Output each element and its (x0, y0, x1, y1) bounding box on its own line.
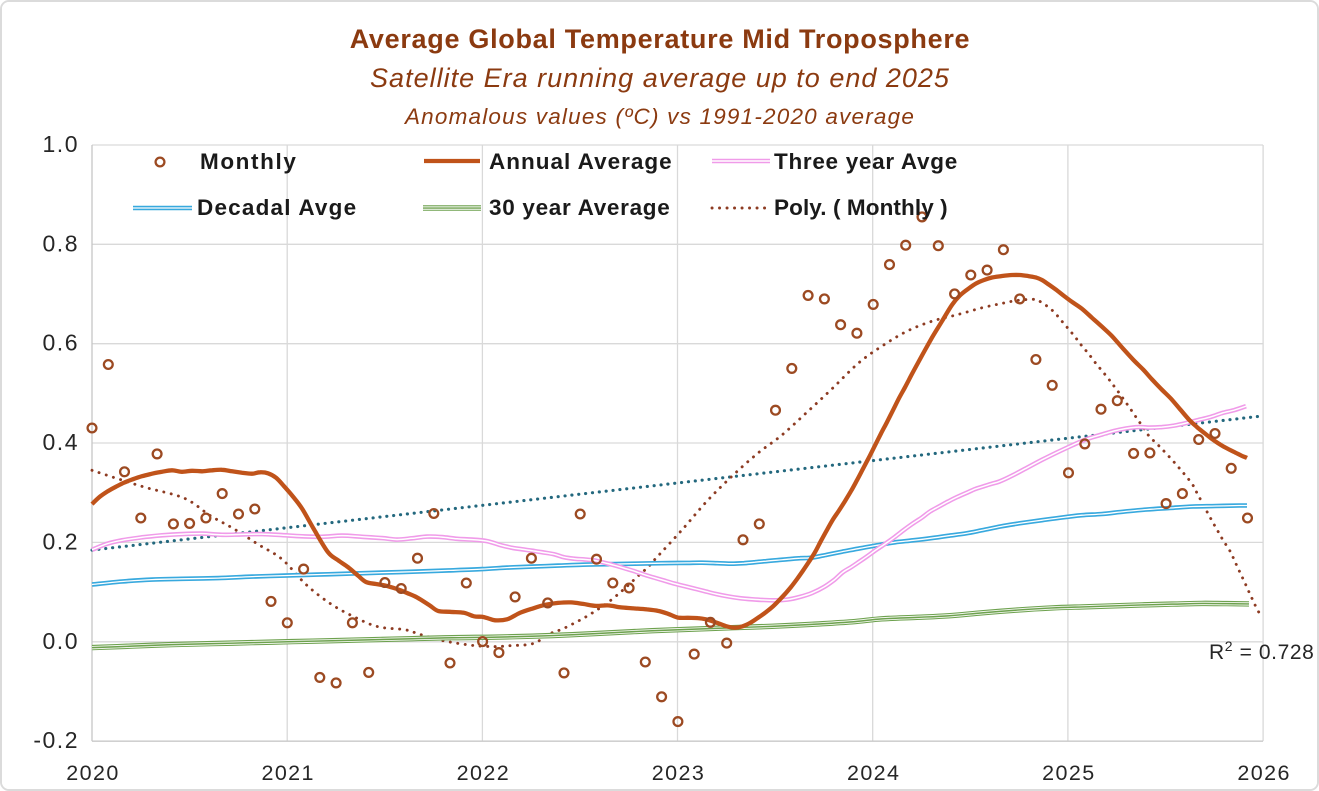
svg-text:1.0: 1.0 (43, 131, 79, 157)
svg-text:0.8: 0.8 (43, 230, 79, 256)
svg-text:Anomalous values (ºC) vs 1991-: Anomalous values (ºC) vs 1991-2020 avera… (403, 104, 915, 129)
svg-text:-0.2: -0.2 (33, 727, 79, 753)
svg-text:Poly. ( Monthly ): Poly. ( Monthly ) (774, 195, 948, 220)
svg-text:2025: 2025 (1042, 761, 1095, 785)
svg-text:2024: 2024 (847, 761, 900, 785)
svg-text:0.0: 0.0 (43, 628, 79, 654)
svg-text:30 year Average: 30 year Average (489, 195, 670, 220)
svg-text:2022: 2022 (457, 761, 510, 785)
svg-text:0.6: 0.6 (43, 330, 79, 356)
svg-text:0.4: 0.4 (43, 429, 79, 455)
svg-text:2026: 2026 (1237, 761, 1290, 785)
svg-text:Average Global Temperature Mid: Average Global Temperature Mid Troposphe… (350, 24, 971, 54)
svg-text:Decadal Avge: Decadal Avge (197, 195, 357, 220)
svg-text:Annual Average: Annual Average (489, 149, 673, 174)
svg-text:Three year Avge: Three year Avge (774, 149, 958, 174)
svg-text:2023: 2023 (652, 761, 705, 785)
svg-text:0.2: 0.2 (43, 528, 79, 554)
svg-text:Monthly: Monthly (200, 149, 297, 174)
svg-text:R2 = 0.728: R2 = 0.728 (1209, 638, 1314, 664)
svg-text:2021: 2021 (261, 761, 314, 785)
svg-text:2020: 2020 (66, 761, 119, 785)
svg-text:Satellite Era running average: Satellite Era running average up to end … (370, 63, 950, 93)
